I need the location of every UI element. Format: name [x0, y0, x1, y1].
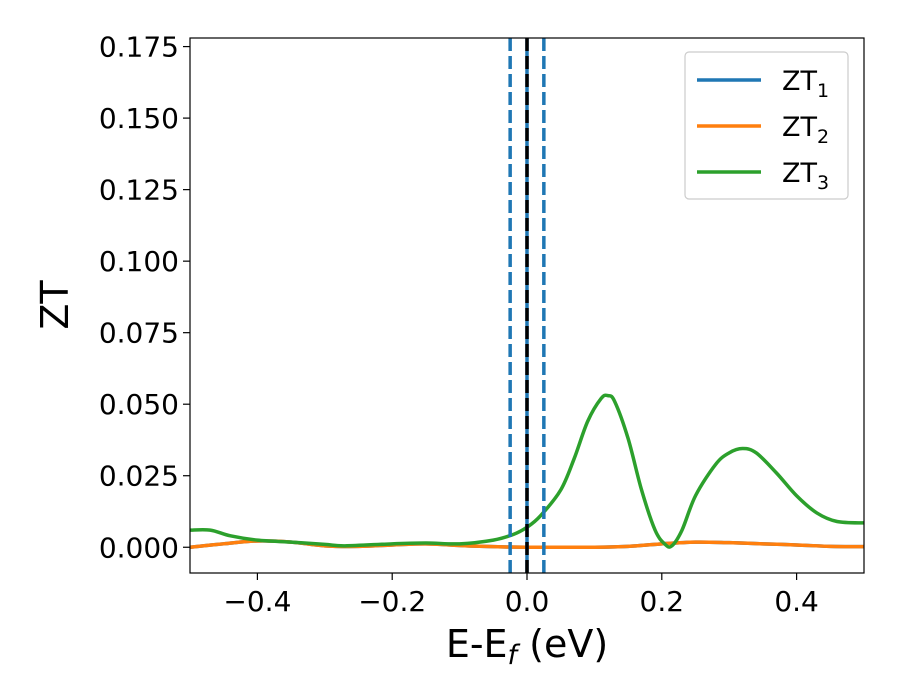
x-tick-label: 0.4: [774, 585, 819, 618]
x-axis-label-suffix: (eV): [517, 622, 608, 666]
legend-box: [684, 51, 849, 200]
legend-label-sub: 1: [817, 80, 829, 102]
legend-label-sub: 2: [817, 126, 829, 148]
x-tick-label: −0.2: [358, 585, 426, 618]
ticks-layer: −0.4 −0.2 0.0 0.2 0.4 0.000 0.025 0.050 0.075 0.1…: [99, 31, 819, 618]
x-axis-label-prefix: E-E: [446, 622, 508, 666]
y-tick-label: 0.000: [99, 531, 179, 564]
x-axis-label: E-Ef (eV): [446, 622, 608, 671]
y-tick-label: 0.150: [99, 102, 179, 135]
legend-label-zt2: ZT2: [782, 112, 829, 148]
x-tick-label: 0.2: [640, 585, 685, 618]
legend-label-main: ZT: [782, 158, 817, 189]
legend-label-sub: 3: [817, 172, 829, 194]
legend-label-main: ZT: [782, 112, 817, 143]
y-tick-label: 0.050: [99, 388, 179, 421]
lines-layer: [190, 38, 864, 573]
y-tick-label: 0.100: [99, 245, 179, 278]
x-tick-label: 0.0: [505, 585, 550, 618]
legend-label-zt3: ZT3: [782, 158, 829, 194]
x-tick-label: −0.4: [223, 585, 291, 618]
legend-label-zt1: ZT1: [782, 66, 829, 102]
y-tick-label: 0.075: [99, 317, 179, 350]
y-tick-label: 0.175: [99, 31, 179, 64]
y-tick-label: 0.025: [99, 460, 179, 493]
legend-label-main: ZT: [782, 66, 817, 97]
y-axis-label: ZT: [33, 280, 77, 330]
y-tick-label: 0.125: [99, 174, 179, 207]
series-line-zt3: [190, 393, 864, 549]
